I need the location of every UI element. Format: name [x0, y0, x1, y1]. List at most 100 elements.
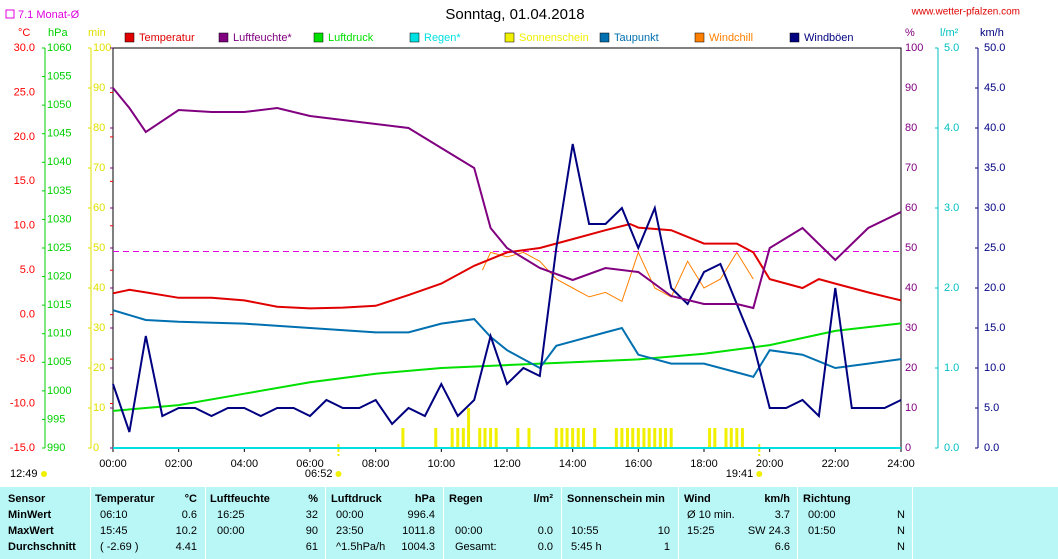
- sunshine-bar: [483, 428, 487, 448]
- y-tick-label: 5.0: [20, 264, 35, 276]
- y-tick-label: 20.0: [14, 131, 35, 143]
- table-cell: 00:00: [808, 509, 836, 521]
- y-tick-label: 35.0: [984, 162, 1005, 174]
- y-tick-label: 1035: [47, 185, 71, 197]
- axis-title: °C: [18, 27, 30, 39]
- x-tick-label: 14:00: [559, 458, 587, 470]
- sunshine-bar: [434, 428, 438, 448]
- column-separator: [797, 487, 798, 559]
- y-tick-label: 100: [905, 42, 923, 54]
- column-separator: [325, 487, 326, 559]
- axis-title: km/h: [980, 27, 1004, 39]
- table-cell: Ø 10 min.: [687, 509, 735, 521]
- table-cell: 32: [305, 509, 318, 521]
- sunshine-bar: [576, 428, 580, 448]
- table-cell: ^1.5hPa/h: [336, 541, 386, 553]
- table-header: °C: [184, 493, 197, 505]
- x-tick-label: 20:00: [756, 458, 784, 470]
- table-cell: N: [897, 525, 905, 537]
- column-separator: [678, 487, 679, 559]
- y-tick-label: 90: [93, 82, 105, 94]
- y-tick-label: 60: [93, 202, 105, 214]
- axis-title: min: [88, 27, 106, 39]
- table-header: %: [308, 493, 318, 505]
- table-cell: 00:00: [336, 509, 364, 521]
- sunrise-label: 06:52: [305, 468, 333, 480]
- day-length-icon: [41, 471, 47, 477]
- sunshine-bar: [625, 428, 629, 448]
- table-header: Luftfeuchte: [210, 493, 270, 505]
- y-tick-label: 30: [905, 322, 917, 334]
- table-cell: 0.6: [181, 509, 197, 521]
- table-header: Wind: [684, 493, 711, 505]
- table-cell: 16:25: [217, 509, 245, 521]
- y-tick-label: 70: [905, 162, 917, 174]
- chart: Sonntag, 01.04.2018 www.wetter-pfalzen.c…: [5, 6, 1020, 480]
- x-tick-label: 08:00: [362, 458, 390, 470]
- sunshine-bar: [527, 428, 531, 448]
- sunshine-bar: [614, 428, 618, 448]
- sunshine-bar: [620, 428, 624, 448]
- sunshine-bar: [401, 428, 405, 448]
- y-tick-label: 1060: [47, 42, 71, 54]
- table-cell: Gesamt:: [455, 541, 497, 553]
- table-header: Temperatur: [95, 493, 155, 505]
- table-cell: 1004.3: [401, 541, 435, 553]
- y-tick-label: 20.0: [984, 282, 1005, 294]
- y-tick-label: 1030: [47, 213, 71, 225]
- table-cell: MinWert: [8, 509, 52, 521]
- y-tick-label: 10.0: [984, 362, 1005, 374]
- y-tick-label: 15.0: [14, 175, 35, 187]
- sunshine-bar: [554, 428, 558, 448]
- y-tick-label: 25.0: [984, 242, 1005, 254]
- sunshine-bar: [713, 428, 717, 448]
- y-tick-label: -10.0: [10, 397, 35, 409]
- sunshine-bar: [740, 428, 744, 448]
- sunshine-bar: [565, 428, 569, 448]
- series-line: [112, 222, 902, 310]
- source: www.wetter-pfalzen.com: [911, 7, 1020, 18]
- sunshine-bar: [456, 428, 460, 448]
- legend-swatch: [218, 32, 229, 43]
- table-cell: 10:55: [571, 525, 599, 537]
- y-tick-label: 2.0: [944, 282, 959, 294]
- table-cell: SW 24.3: [747, 525, 790, 537]
- sunrise-icon: [335, 471, 342, 477]
- y-tick-label: 5.0: [944, 42, 959, 54]
- sunshine-bar: [653, 428, 657, 448]
- sunshine-bar: [489, 428, 493, 448]
- y-tick-label: 1015: [47, 299, 71, 311]
- sunshine-bar: [593, 428, 597, 448]
- sunshine-bar: [478, 428, 482, 448]
- y-tick-label: 10: [905, 402, 917, 414]
- sunshine-bar: [560, 428, 564, 448]
- table-header: hPa: [414, 493, 435, 505]
- legend-label: Luftfeuchte*: [233, 32, 292, 44]
- table-header: Luftdruck: [331, 493, 382, 505]
- y-tick-label: 90: [905, 82, 917, 94]
- y-tick-label: 0.0: [944, 442, 959, 454]
- y-tick-label: 50: [93, 242, 105, 254]
- y-tick-label: 1040: [47, 156, 71, 168]
- x-tick-label: 06:00: [296, 458, 324, 470]
- reference-key: [5, 9, 15, 19]
- legend-swatch: [789, 32, 800, 43]
- sunshine-bar: [708, 428, 712, 448]
- y-tick-label: 0.0: [984, 442, 999, 454]
- sunshine-bar: [631, 428, 635, 448]
- x-tick-label: 12:00: [493, 458, 521, 470]
- y-tick-label: 30: [93, 322, 105, 334]
- legend-swatch: [124, 32, 135, 43]
- column-separator: [561, 487, 562, 559]
- legend-swatch: [313, 32, 324, 43]
- y-tick-label: 0.0: [20, 309, 35, 321]
- table-cell: 00:00: [217, 525, 245, 537]
- y-tick-label: -5.0: [16, 353, 35, 365]
- sunshine-bar: [724, 428, 728, 448]
- legend-swatch: [504, 32, 515, 43]
- sunshine-bar: [467, 408, 471, 448]
- table-header: Regen: [449, 493, 483, 505]
- axis-title: l/m²: [940, 27, 959, 39]
- table-header: Sonnenschein min: [567, 493, 665, 505]
- table-cell: 15:25: [687, 525, 715, 537]
